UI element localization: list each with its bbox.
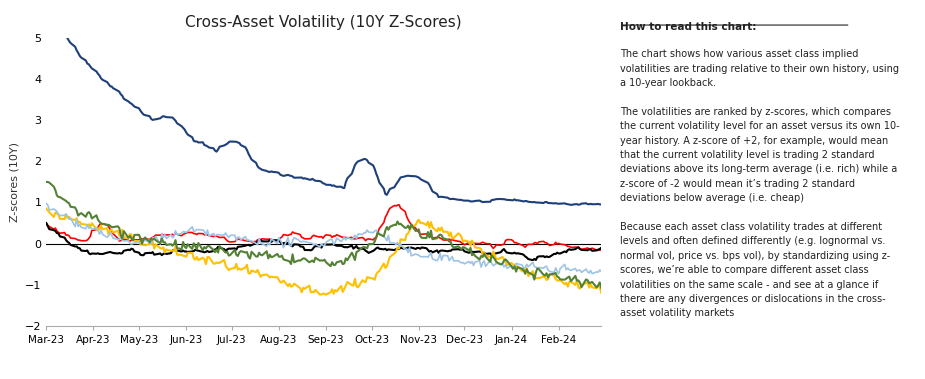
Title: Cross-Asset Volatility (10Y Z-Scores): Cross-Asset Volatility (10Y Z-Scores)	[185, 15, 462, 30]
Text: The chart shows how various asset class implied
volatilities are trading relativ: The chart shows how various asset class …	[620, 49, 899, 318]
Y-axis label: Z-scores (10Y): Z-scores (10Y)	[9, 142, 19, 222]
Text: How to read this chart:: How to read this chart:	[620, 22, 756, 32]
